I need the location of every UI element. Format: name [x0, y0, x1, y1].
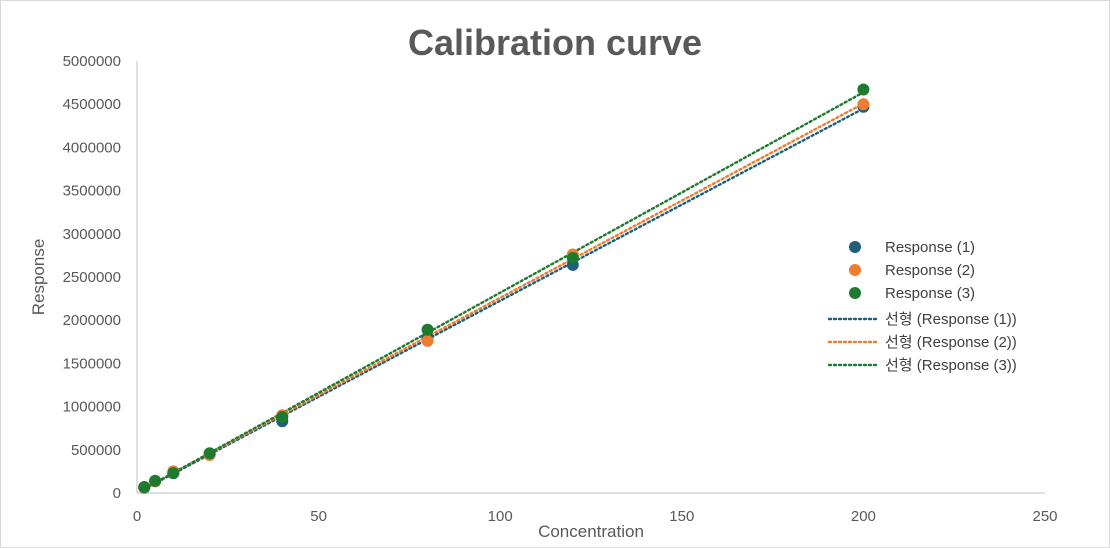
y-tick-label: 1000000 [63, 399, 121, 416]
data-point [149, 474, 162, 487]
data-point [138, 480, 151, 493]
data-point [203, 447, 216, 460]
x-tick-label: 200 [851, 508, 876, 525]
trendline [143, 107, 865, 491]
legend-label: Response (1) [885, 239, 975, 256]
y-tick-label: 2500000 [63, 269, 121, 286]
plot-area: 0 500000 1000000 1500000 2000000 2500000 30000… [63, 53, 1058, 525]
data-point [566, 251, 579, 264]
data-point [421, 334, 434, 347]
legend-label: 선형 (Response (1)) [885, 311, 1017, 328]
legend: Response (1) Response (2) Response (3) 선형 (… [827, 239, 1017, 374]
legend-marker [849, 287, 861, 299]
y-tick-label: 500000 [71, 442, 121, 459]
legend-label: Response (3) [885, 285, 975, 302]
y-tick-label: 4000000 [63, 139, 121, 156]
legend-marker [849, 241, 861, 253]
x-tick-label: 100 [488, 508, 513, 525]
legend-marker [849, 264, 861, 276]
data-point [276, 410, 289, 423]
y-tick-label: 3500000 [63, 183, 121, 200]
y-axis-title: Response [29, 239, 48, 316]
data-point [167, 467, 180, 480]
legend-label: 선형 (Response (2)) [885, 334, 1017, 351]
data-point [857, 98, 870, 111]
x-tick-label: 50 [310, 508, 327, 525]
y-tick-label: 5000000 [63, 53, 121, 70]
y-tick-label: 0 [113, 485, 121, 502]
x-axis-title: Concentration [538, 522, 644, 541]
y-tick-label: 4500000 [63, 96, 121, 113]
y-tick-label: 1500000 [63, 355, 121, 372]
x-tick-label: 150 [669, 508, 694, 525]
y-tick-label: 2000000 [63, 312, 121, 329]
legend-label: Response (2) [885, 262, 975, 279]
legend-label: 선형 (Response (3)) [885, 357, 1017, 374]
x-tick-label: 250 [1032, 508, 1057, 525]
y-tick-label: 3000000 [63, 226, 121, 243]
chart-title: Calibration curve [408, 22, 702, 63]
trendline [143, 91, 865, 491]
data-point [421, 323, 434, 336]
data-point [857, 83, 870, 96]
x-tick-label: 0 [133, 508, 141, 525]
